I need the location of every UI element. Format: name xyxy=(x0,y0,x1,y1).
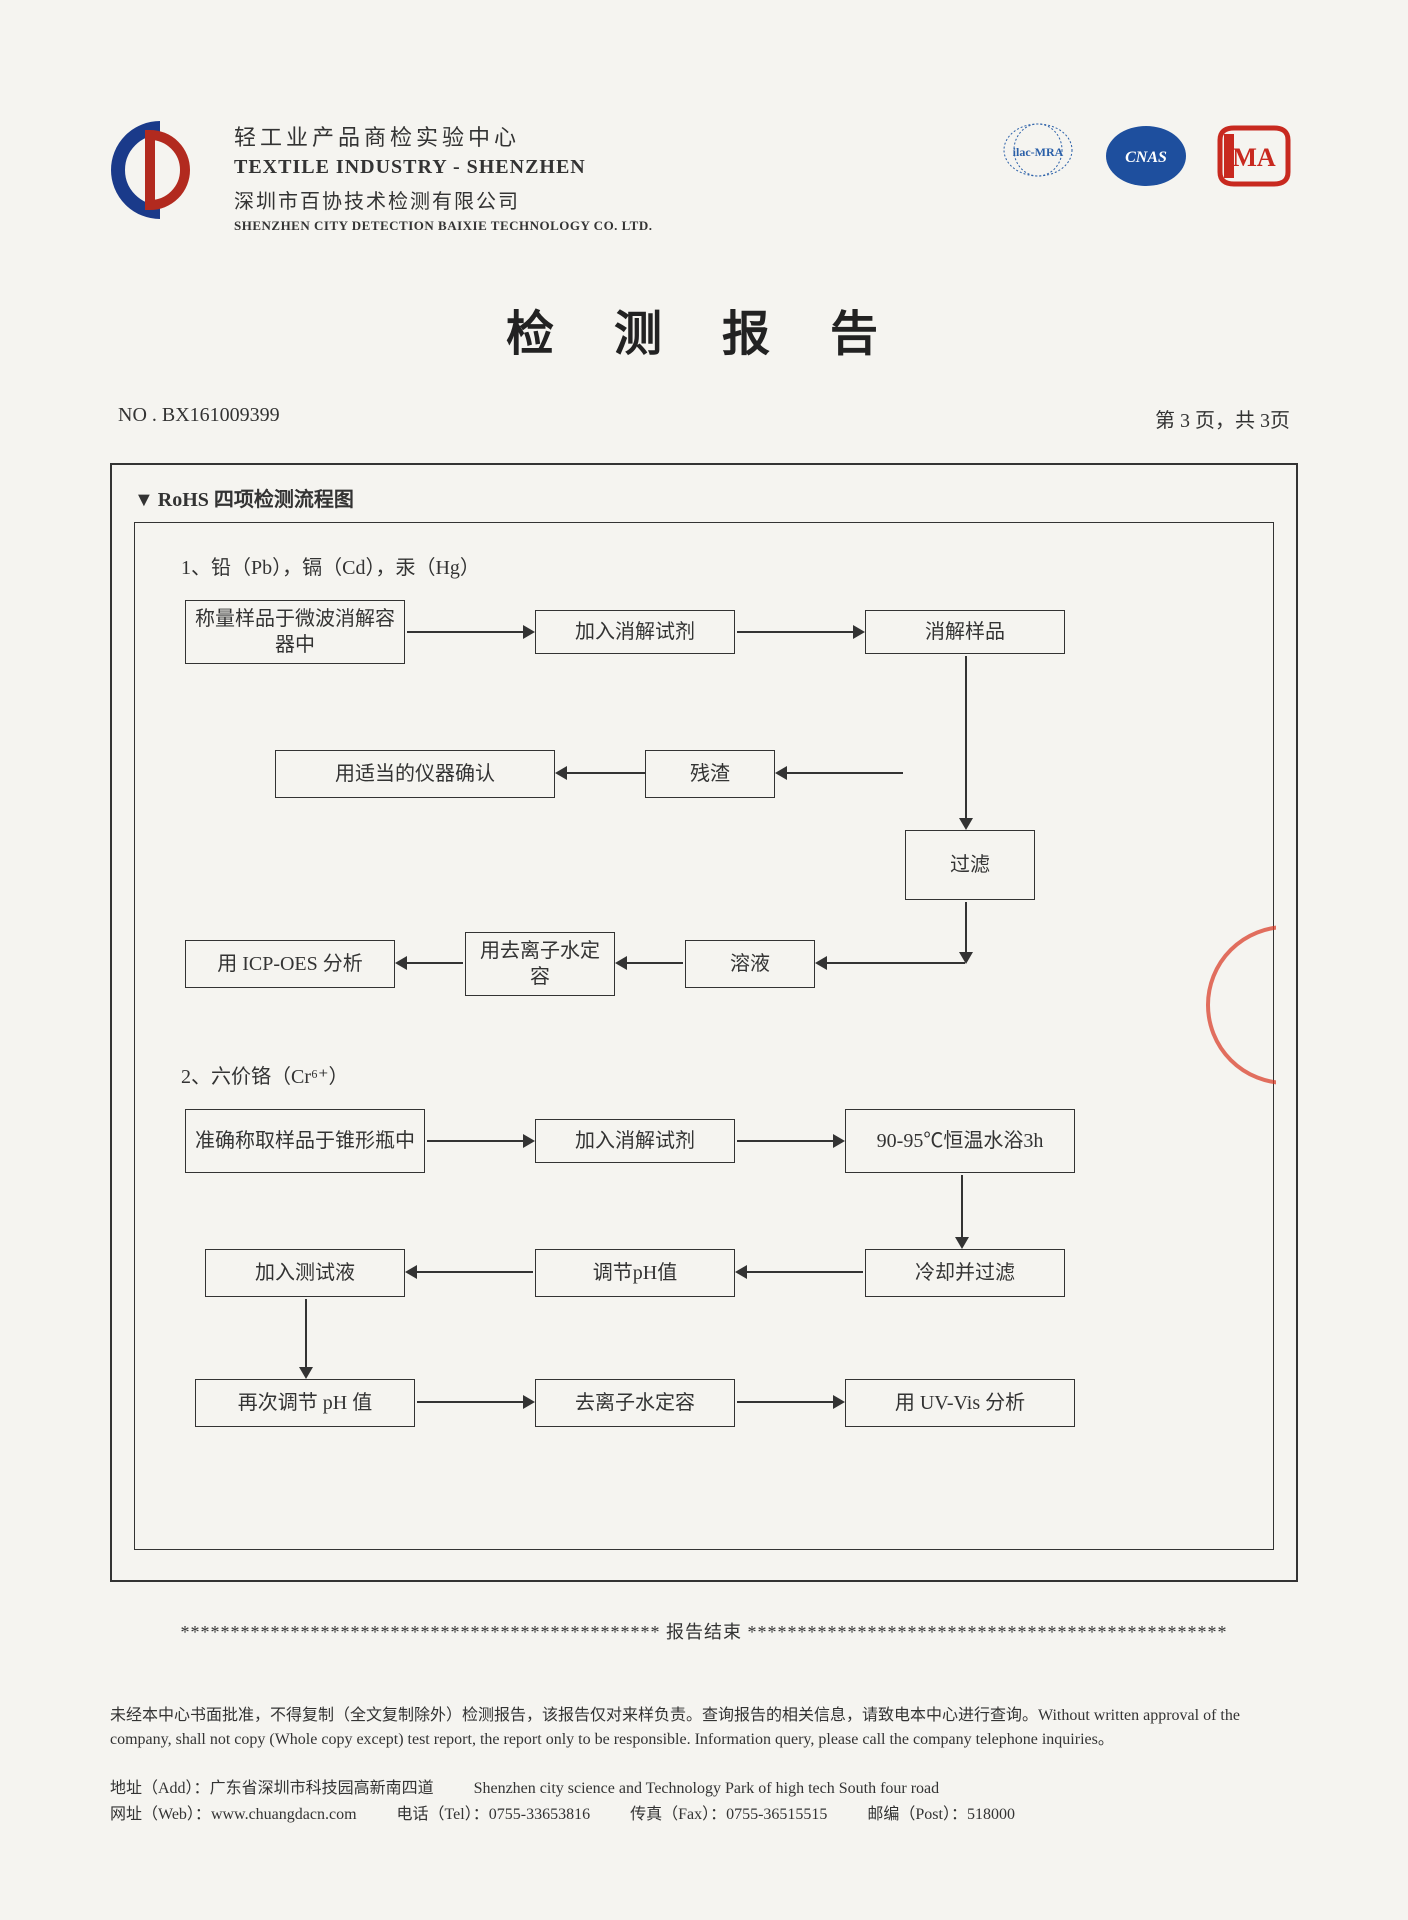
footer-post: 邮编（Post）：518000 xyxy=(867,1802,1015,1828)
footer-addr: 地址（Add）：广东省深圳市科技园高新南四道 xyxy=(110,1776,434,1802)
footer-addr-en: Shenzhen city science and Technology Par… xyxy=(474,1776,940,1802)
flow-arrow xyxy=(737,1401,843,1403)
red-seal-stamp-icon: 有限公司 xyxy=(1206,925,1366,1085)
footer-web: 网址（Web）：www.chuangdacn.com xyxy=(110,1802,357,1828)
flow-arrow xyxy=(305,1299,307,1377)
flow-node-m6: 冷却并过滤 xyxy=(865,1249,1065,1297)
flow-node-n5: 残渣 xyxy=(645,750,775,798)
flow-arrow xyxy=(557,772,645,774)
section-title-text: RoHS 四项检测流程图 xyxy=(158,489,354,511)
flow-arrow xyxy=(417,1401,533,1403)
flow-node-n4: 用适当的仪器确认 xyxy=(275,750,555,798)
footer-tel: 电话（Tel）：0755-33653816 xyxy=(397,1802,591,1828)
certification-logos: ilac-MRA CNAS MA xyxy=(994,120,1298,192)
ilac-mra-logo-icon: ilac-MRA xyxy=(994,120,1082,192)
page-info: 第 3 页，共 3页 xyxy=(1155,404,1290,433)
triangle-icon: ▼ xyxy=(134,489,154,512)
footer-info: 地址（Add）：广东省深圳市科技园高新南四道 Shenzhen city sci… xyxy=(110,1776,1298,1827)
flow-node-m8: 去离子水定容 xyxy=(535,1379,735,1427)
flow-node-n8: 用去离子水定容 xyxy=(465,932,615,996)
report-no-value: BX161009399 xyxy=(162,404,280,426)
report-title: 检 测 报 告 xyxy=(110,294,1298,364)
footer-fax: 传真（Fax）：0755-36515515 xyxy=(630,1802,827,1828)
document-header: 轻工业产品商检实验中心 TEXTILE INDUSTRY - SHENZHEN … xyxy=(110,120,1298,234)
flow-node-n3: 消解样品 xyxy=(865,610,1065,654)
report-no-label: NO . xyxy=(118,404,162,426)
flow-node-n7: 用 ICP-OES 分析 xyxy=(185,940,395,988)
company-logo-icon xyxy=(110,120,210,220)
flow-node-m5: 调节pH值 xyxy=(535,1249,735,1297)
flow-arrow xyxy=(737,1271,863,1273)
flow-node-m1: 准确称取样品于锥形瓶中 xyxy=(185,1109,425,1173)
flowchart-1: 称量样品于微波消解容器中 加入消解试剂 消解样品用适当的仪器确认 残渣过滤用 ICP-… xyxy=(165,600,1243,1040)
flow-node-n6: 过滤 xyxy=(905,830,1035,900)
report-end-line: ****************************************… xyxy=(110,1618,1298,1644)
org-name-en-1: TEXTILE INDUSTRY - SHENZHEN xyxy=(234,156,970,179)
flow-node-n2: 加入消解试剂 xyxy=(535,610,735,654)
org-name-en-2: SHENZHEN CITY DETECTION BAIXIE TECHNOLOG… xyxy=(234,218,970,234)
content-inner-box: 1、铅（Pb），镉（Cd），汞（Hg） 称量样品于微波消解容器中加入消解试剂消解… xyxy=(134,522,1274,1550)
flow-node-m3: 90-95℃恒温水浴3h xyxy=(845,1109,1075,1173)
svg-text:ilac-MRA: ilac-MRA xyxy=(1013,145,1064,159)
flow-arrow xyxy=(737,1140,843,1142)
svg-text:MA: MA xyxy=(1232,143,1276,172)
svg-text:CNAS: CNAS xyxy=(1125,149,1167,166)
flow-arrow xyxy=(427,1140,533,1142)
disclaimer-text: 未经本中心书面批准，不得复制（全文复制除外）检测报告，该报告仅对来样负责。查询报… xyxy=(110,1704,1298,1752)
flow-arrow xyxy=(397,962,463,964)
flow-arrow xyxy=(737,631,863,633)
flow-arrow xyxy=(961,1175,963,1247)
flow-node-m2: 加入消解试剂 xyxy=(535,1119,735,1163)
flow-arrow xyxy=(407,631,533,633)
stamp-text: 有限公司 xyxy=(1273,969,1299,1041)
cma-logo-icon: MA xyxy=(1210,120,1298,192)
flow-node-m9: 用 UV-Vis 分析 xyxy=(845,1379,1075,1427)
org-name-cn-2: 深圳市百协技术检测有限公司 xyxy=(234,185,970,214)
section-title: ▼RoHS 四项检测流程图 xyxy=(134,483,1274,512)
content-outer-box: ▼RoHS 四项检测流程图 1、铅（Pb），镉（Cd），汞（Hg） 称量样品于微… xyxy=(110,463,1298,1582)
report-meta-row: NO . BX161009399 第 3 页，共 3页 xyxy=(110,404,1298,433)
flow1-heading: 1、铅（Pb），镉（Cd），汞（Hg） xyxy=(181,551,1243,580)
cnas-logo-icon: CNAS xyxy=(1102,120,1190,192)
flow-node-n9: 溶液 xyxy=(685,940,815,988)
organization-block: 轻工业产品商检实验中心 TEXTILE INDUSTRY - SHENZHEN … xyxy=(234,120,970,234)
flow-node-m4: 加入测试液 xyxy=(205,1249,405,1297)
flow-arrow xyxy=(817,962,965,964)
org-name-cn-1: 轻工业产品商检实验中心 xyxy=(234,120,970,152)
flow2-heading: 2、六价铬（Cr⁶⁺） xyxy=(181,1060,1243,1089)
flowchart-2: 准确称取样品于锥形瓶中 加入消解试剂 90-95℃恒温水浴3h 加入测试液 调节pH值 冷… xyxy=(165,1109,1243,1509)
flow-arrow xyxy=(965,902,967,962)
flow-arrow xyxy=(407,1271,533,1273)
flow-node-m7: 再次调节 pH 值 xyxy=(195,1379,415,1427)
flow-arrow xyxy=(965,656,967,828)
flow-node-n1: 称量样品于微波消解容器中 xyxy=(185,600,405,664)
flow-arrow xyxy=(777,772,903,774)
report-number: NO . BX161009399 xyxy=(118,404,280,433)
flow-arrow xyxy=(617,962,683,964)
